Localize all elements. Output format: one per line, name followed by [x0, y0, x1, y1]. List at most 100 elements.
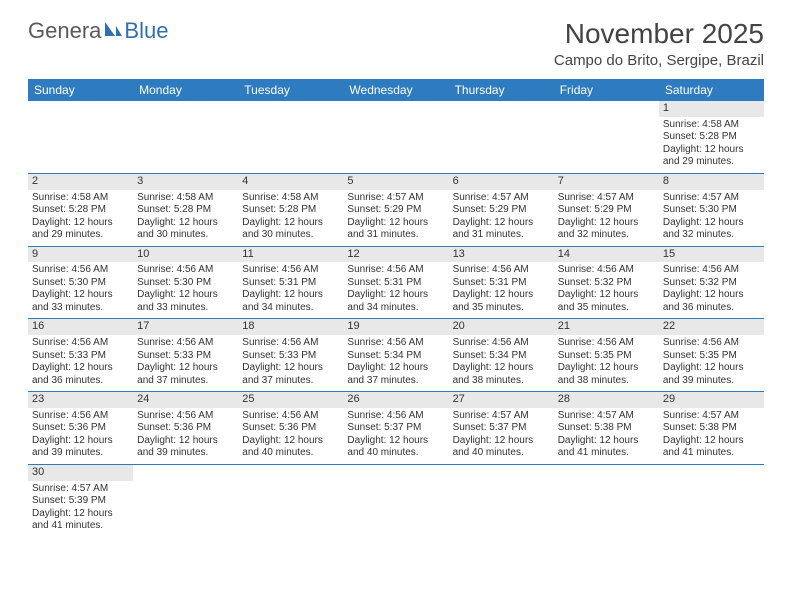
sunset-text: Sunset: 5:36 PM [242, 422, 339, 435]
sunrise-text: Sunrise: 4:58 AM [32, 192, 129, 205]
sunrise-text: Sunrise: 4:56 AM [347, 264, 444, 277]
weekday-header: Sunday [28, 79, 133, 101]
daylight-text-1: Daylight: 12 hours [558, 362, 655, 375]
daylight-text-2: and 36 minutes. [32, 375, 129, 388]
daylight-text-1: Daylight: 12 hours [663, 289, 760, 302]
daylight-text-2: and 37 minutes. [242, 375, 339, 388]
sunset-text: Sunset: 5:32 PM [663, 277, 760, 290]
calendar-cell: 17Sunrise: 4:56 AMSunset: 5:33 PMDayligh… [133, 319, 238, 392]
daylight-text-2: and 37 minutes. [137, 375, 234, 388]
day-details: Sunrise: 4:57 AMSunset: 5:29 PMDaylight:… [558, 192, 655, 242]
calendar-cell: 8Sunrise: 4:57 AMSunset: 5:30 PMDaylight… [659, 173, 764, 246]
daylight-text-1: Daylight: 12 hours [32, 362, 129, 375]
calendar-cell: 20Sunrise: 4:56 AMSunset: 5:34 PMDayligh… [449, 319, 554, 392]
sunset-text: Sunset: 5:38 PM [663, 422, 760, 435]
sunrise-text: Sunrise: 4:56 AM [137, 337, 234, 350]
day-number: 10 [133, 247, 238, 263]
calendar-cell: 2Sunrise: 4:58 AMSunset: 5:28 PMDaylight… [28, 173, 133, 246]
daylight-text-2: and 40 minutes. [453, 447, 550, 460]
daylight-text-2: and 41 minutes. [558, 447, 655, 460]
day-details: Sunrise: 4:57 AMSunset: 5:37 PMDaylight:… [453, 410, 550, 460]
day-number-blank [343, 101, 448, 117]
daylight-text-2: and 32 minutes. [663, 229, 760, 242]
day-details: Sunrise: 4:56 AMSunset: 5:34 PMDaylight:… [347, 337, 444, 387]
sunrise-text: Sunrise: 4:56 AM [32, 264, 129, 277]
weekday-header: Monday [133, 79, 238, 101]
month-title: November 2025 [554, 18, 764, 50]
day-details: Sunrise: 4:57 AMSunset: 5:38 PMDaylight:… [558, 410, 655, 460]
weekday-header: Saturday [659, 79, 764, 101]
calendar-cell: 25 Sunrise: 4:56 AMSunset: 5:36 PMDayligh… [238, 392, 343, 465]
sunset-text: Sunset: 5:33 PM [32, 350, 129, 363]
day-number: 15 [659, 247, 764, 263]
calendar-cell: 24Sunrise: 4:56 AMSunset: 5:36 PMDayligh… [133, 392, 238, 465]
day-details: Sunrise: 4:57 AMSunset: 5:39 PMDaylight:… [32, 483, 129, 533]
daylight-text-2: and 34 minutes. [347, 302, 444, 315]
day-number: 25 [238, 392, 343, 408]
page-header: GeneraBlue November 2025 Campo do Brito,… [28, 18, 764, 69]
calendar-cell [343, 101, 448, 173]
daylight-text-1: Daylight: 12 hours [558, 289, 655, 302]
daylight-text-1: Daylight: 12 hours [347, 289, 444, 302]
day-number: 11 [238, 247, 343, 263]
sunrise-text: Sunrise: 4:56 AM [32, 410, 129, 423]
sunset-text: Sunset: 5:29 PM [453, 204, 550, 217]
daylight-text-1: Daylight: 12 hours [242, 289, 339, 302]
day-details: Sunrise: 4:56 AMSunset: 5:36 PMDaylight:… [32, 410, 129, 460]
day-number-blank [343, 465, 448, 481]
daylight-text-2: and 33 minutes. [137, 302, 234, 315]
sunrise-text: Sunrise: 4:56 AM [242, 264, 339, 277]
sunrise-text: Sunrise: 4:56 AM [32, 337, 129, 350]
daylight-text-1: Daylight: 12 hours [137, 362, 234, 375]
sunrise-text: Sunrise: 4:56 AM [663, 264, 760, 277]
daylight-text-2: and 29 minutes. [663, 156, 760, 169]
sunrise-text: Sunrise: 4:57 AM [663, 410, 760, 423]
sunrise-text: Sunrise: 4:57 AM [453, 410, 550, 423]
sunrise-text: Sunrise: 4:56 AM [242, 337, 339, 350]
day-number: 1 [659, 101, 764, 117]
calendar-cell: 12Sunrise: 4:56 AMSunset: 5:31 PMDayligh… [343, 246, 448, 319]
daylight-text-1: Daylight: 12 hours [663, 362, 760, 375]
day-details: Sunrise: 4:58 AMSunset: 5:28 PMDaylight:… [663, 119, 760, 169]
sunset-text: Sunset: 5:28 PM [137, 204, 234, 217]
daylight-text-2: and 41 minutes. [32, 520, 129, 533]
day-details: Sunrise: 4:57 AMSunset: 5:38 PMDaylight:… [663, 410, 760, 460]
day-number: 23 [28, 392, 133, 408]
sunrise-text: Sunrise: 4:57 AM [453, 192, 550, 205]
daylight-text-1: Daylight: 12 hours [347, 435, 444, 448]
sunrise-text: Sunrise: 4:57 AM [32, 483, 129, 496]
logo-text-2: Blue [124, 18, 168, 44]
calendar-cell [343, 464, 448, 536]
day-number: 19 [343, 319, 448, 335]
sunrise-text: Sunrise: 4:58 AM [137, 192, 234, 205]
daylight-text-2: and 35 minutes. [558, 302, 655, 315]
sunset-text: Sunset: 5:36 PM [137, 422, 234, 435]
day-number: 18 [238, 319, 343, 335]
day-number: 24 [133, 392, 238, 408]
day-number-blank [28, 101, 133, 117]
daylight-text-1: Daylight: 12 hours [663, 144, 760, 157]
sunset-text: Sunset: 5:37 PM [453, 422, 550, 435]
sunset-text: Sunset: 5:31 PM [347, 277, 444, 290]
day-details: Sunrise: 4:56 AMSunset: 5:35 PMDaylight:… [558, 337, 655, 387]
day-number: 30 [28, 465, 133, 481]
day-details: Sunrise: 4:56 AMSunset: 5:36 PMDaylight:… [242, 410, 339, 460]
day-details: Sunrise: 4:56 AMSunset: 5:35 PMDaylight:… [663, 337, 760, 387]
sunrise-text: Sunrise: 4:58 AM [663, 119, 760, 132]
sunrise-text: Sunrise: 4:56 AM [137, 410, 234, 423]
calendar-row: 9Sunrise: 4:56 AMSunset: 5:30 PMDaylight… [28, 246, 764, 319]
sunrise-text: Sunrise: 4:57 AM [663, 192, 760, 205]
day-details: Sunrise: 4:58 AMSunset: 5:28 PMDaylight:… [137, 192, 234, 242]
calendar-row: 23Sunrise: 4:56 AMSunset: 5:36 PMDayligh… [28, 392, 764, 465]
day-number: 14 [554, 247, 659, 263]
daylight-text-2: and 36 minutes. [663, 302, 760, 315]
calendar-cell: 5Sunrise: 4:57 AMSunset: 5:29 PMDaylight… [343, 173, 448, 246]
day-number: 26 [343, 392, 448, 408]
sunrise-text: Sunrise: 4:57 AM [558, 410, 655, 423]
daylight-text-2: and 31 minutes. [453, 229, 550, 242]
daylight-text-1: Daylight: 12 hours [137, 217, 234, 230]
calendar-cell: 26Sunrise: 4:56 AMSunset: 5:37 PMDayligh… [343, 392, 448, 465]
sunrise-text: Sunrise: 4:56 AM [137, 264, 234, 277]
sunrise-text: Sunrise: 4:57 AM [558, 192, 655, 205]
daylight-text-1: Daylight: 12 hours [32, 508, 129, 521]
